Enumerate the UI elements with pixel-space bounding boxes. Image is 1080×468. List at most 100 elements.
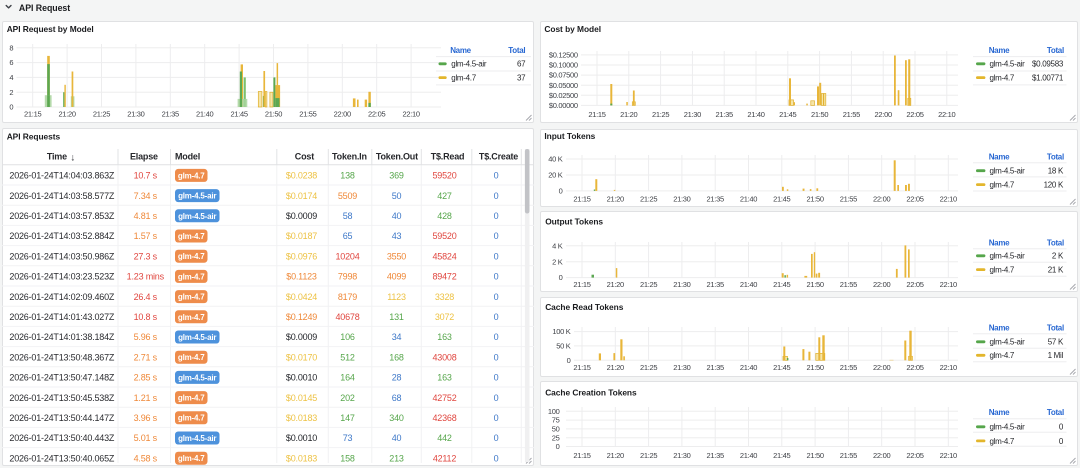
svg-text:21:15: 21:15 bbox=[573, 195, 590, 204]
svg-text:21:45: 21:45 bbox=[779, 110, 796, 119]
svg-text:2026-01-24T14:03:50.986Z: 2026-01-24T14:03:50.986Z bbox=[9, 251, 114, 261]
svg-text:2 K: 2 K bbox=[552, 257, 563, 266]
svg-text:Total: Total bbox=[1047, 239, 1064, 248]
svg-text:Total: Total bbox=[1047, 46, 1064, 55]
svg-text:$0.1249: $0.1249 bbox=[286, 312, 317, 322]
svg-text:21:35: 21:35 bbox=[707, 280, 724, 289]
svg-text:21:50: 21:50 bbox=[806, 195, 823, 204]
svg-text:$0.0174: $0.0174 bbox=[286, 191, 317, 201]
svg-text:21:45: 21:45 bbox=[230, 109, 247, 118]
svg-text:glm-4.7: glm-4.7 bbox=[178, 414, 205, 423]
svg-text:0: 0 bbox=[494, 292, 499, 302]
svg-text:22:05: 22:05 bbox=[906, 195, 923, 204]
svg-text:0: 0 bbox=[1059, 437, 1064, 446]
svg-text:$1.00771: $1.00771 bbox=[1032, 74, 1064, 83]
svg-text:2.71 s: 2.71 s bbox=[134, 352, 158, 362]
svg-text:1 Mil: 1 Mil bbox=[1048, 351, 1064, 360]
svg-text:202: 202 bbox=[340, 393, 355, 403]
svg-text:Token.Out: Token.Out bbox=[376, 152, 418, 162]
svg-text:Name: Name bbox=[989, 153, 1010, 162]
svg-text:$0.1123: $0.1123 bbox=[286, 272, 317, 282]
svg-text:glm-4.7: glm-4.7 bbox=[178, 272, 205, 281]
svg-text:40: 40 bbox=[392, 433, 402, 443]
svg-text:21:20: 21:20 bbox=[607, 363, 624, 372]
svg-text:2026-01-24T13:50:40.443Z: 2026-01-24T13:50:40.443Z bbox=[9, 433, 114, 443]
svg-text:22:10: 22:10 bbox=[938, 110, 955, 119]
svg-text:10.7 s: 10.7 s bbox=[134, 171, 158, 181]
svg-text:glm-4.7: glm-4.7 bbox=[990, 181, 1015, 190]
svg-text:$0.0183: $0.0183 bbox=[286, 413, 317, 423]
svg-text:$0.0009: $0.0009 bbox=[286, 332, 317, 342]
svg-text:147: 147 bbox=[340, 413, 355, 423]
svg-text:22:00: 22:00 bbox=[873, 195, 890, 204]
svg-text:21:45: 21:45 bbox=[773, 363, 790, 372]
svg-text:20 K: 20 K bbox=[548, 171, 563, 180]
svg-text:2026-01-24T14:01:43.027Z: 2026-01-24T14:01:43.027Z bbox=[9, 312, 114, 322]
svg-text:glm-4.7: glm-4.7 bbox=[178, 171, 205, 180]
svg-text:21:40: 21:40 bbox=[740, 195, 757, 204]
svg-text:21:20: 21:20 bbox=[607, 451, 624, 460]
svg-text:glm-4.7: glm-4.7 bbox=[178, 232, 205, 241]
svg-text:21:35: 21:35 bbox=[707, 363, 724, 372]
svg-text:glm-4.5-air: glm-4.5-air bbox=[990, 338, 1026, 347]
svg-text:21:30: 21:30 bbox=[684, 110, 701, 119]
svg-text:$0.0145: $0.0145 bbox=[286, 393, 317, 403]
svg-text:21:25: 21:25 bbox=[640, 363, 657, 372]
svg-text:21:45: 21:45 bbox=[773, 451, 790, 460]
svg-text:22:10: 22:10 bbox=[940, 363, 957, 372]
svg-text:0: 0 bbox=[494, 413, 499, 423]
svg-text:21 K: 21 K bbox=[1048, 266, 1064, 275]
svg-text:26.4 s: 26.4 s bbox=[134, 292, 158, 302]
svg-text:glm-4.5-air: glm-4.5-air bbox=[178, 373, 216, 382]
svg-text:5.01 s: 5.01 s bbox=[134, 433, 158, 443]
svg-text:0: 0 bbox=[494, 251, 499, 261]
svg-text:25: 25 bbox=[552, 433, 560, 442]
svg-text:2026-01-24T13:50:45.538Z: 2026-01-24T13:50:45.538Z bbox=[9, 393, 114, 403]
svg-text:$0.05000: $0.05000 bbox=[549, 81, 578, 90]
svg-text:4099: 4099 bbox=[387, 272, 406, 282]
svg-text:22:00: 22:00 bbox=[873, 363, 890, 372]
svg-text:$0.0170: $0.0170 bbox=[286, 352, 317, 362]
svg-text:10.8 s: 10.8 s bbox=[134, 312, 158, 322]
svg-text:$0.07500: $0.07500 bbox=[549, 71, 578, 80]
svg-text:21:45: 21:45 bbox=[773, 280, 790, 289]
svg-text:21:35: 21:35 bbox=[707, 195, 724, 204]
svg-text:106: 106 bbox=[340, 332, 355, 342]
svg-text:Name: Name bbox=[450, 46, 471, 55]
svg-text:21:50: 21:50 bbox=[806, 280, 823, 289]
svg-text:21:30: 21:30 bbox=[673, 451, 690, 460]
svg-text:0: 0 bbox=[494, 312, 499, 322]
svg-text:21:15: 21:15 bbox=[588, 110, 605, 119]
svg-text:Total: Total bbox=[508, 46, 525, 55]
svg-text:40678: 40678 bbox=[335, 312, 359, 322]
svg-text:65: 65 bbox=[343, 231, 353, 241]
svg-text:glm-4.5-air: glm-4.5-air bbox=[990, 252, 1026, 261]
svg-text:50: 50 bbox=[552, 425, 560, 434]
svg-text:10204: 10204 bbox=[335, 251, 359, 261]
svg-text:21:40: 21:40 bbox=[740, 280, 757, 289]
svg-text:58: 58 bbox=[343, 211, 353, 221]
svg-text:↓: ↓ bbox=[70, 152, 75, 163]
svg-text:22:05: 22:05 bbox=[906, 280, 923, 289]
svg-text:163: 163 bbox=[437, 373, 452, 383]
svg-text:21:15: 21:15 bbox=[573, 280, 590, 289]
svg-text:45824: 45824 bbox=[432, 251, 456, 261]
svg-text:0: 0 bbox=[494, 191, 499, 201]
svg-text:21:15: 21:15 bbox=[573, 451, 590, 460]
svg-text:0: 0 bbox=[494, 352, 499, 362]
svg-text:glm-4.5-air: glm-4.5-air bbox=[451, 60, 487, 69]
svg-text:22:10: 22:10 bbox=[940, 280, 957, 289]
svg-text:59520: 59520 bbox=[432, 171, 456, 181]
svg-text:21:15: 21:15 bbox=[24, 109, 41, 118]
svg-text:21:20: 21:20 bbox=[58, 109, 75, 118]
svg-text:Time: Time bbox=[47, 152, 67, 162]
svg-text:18 K: 18 K bbox=[1048, 167, 1064, 176]
svg-text:42368: 42368 bbox=[432, 413, 456, 423]
svg-text:1.23 mins: 1.23 mins bbox=[127, 272, 165, 282]
svg-text:21:50: 21:50 bbox=[806, 363, 823, 372]
svg-text:3.96 s: 3.96 s bbox=[134, 413, 158, 423]
svg-text:3550: 3550 bbox=[387, 251, 406, 261]
svg-text:Cost by Model: Cost by Model bbox=[544, 24, 601, 34]
svg-text:21:25: 21:25 bbox=[640, 280, 657, 289]
svg-text:5509: 5509 bbox=[338, 191, 357, 201]
